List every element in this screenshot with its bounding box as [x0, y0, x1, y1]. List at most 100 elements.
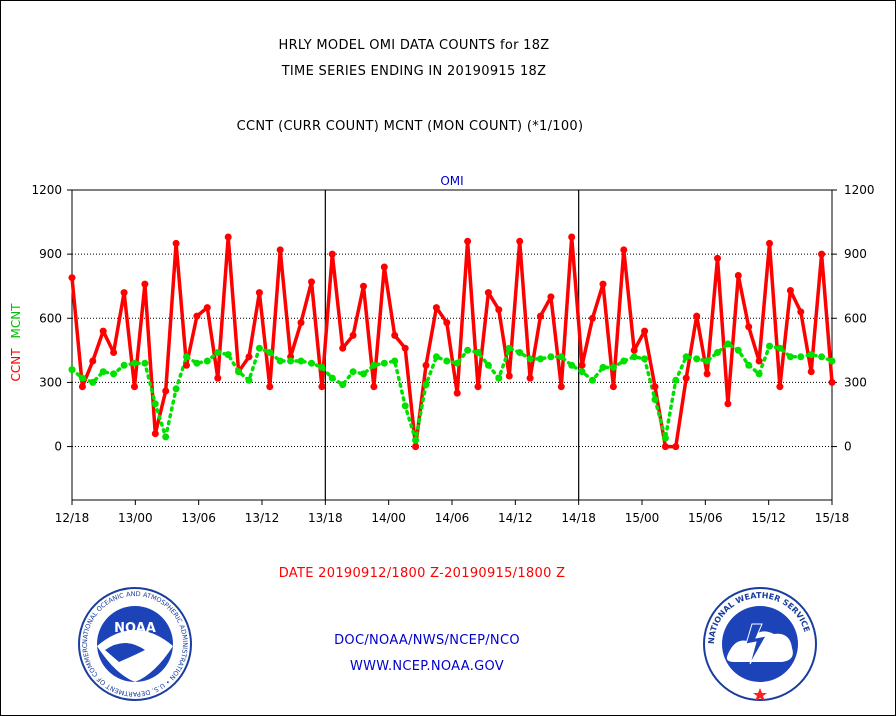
ytick-label-right: 900 [844, 247, 867, 261]
ccnt-point [557, 383, 565, 391]
mcnt-point [318, 363, 326, 371]
mcnt-point [401, 402, 409, 410]
ccnt-point [547, 293, 555, 301]
ccnt-point [734, 272, 742, 279]
ccnt-point [224, 233, 232, 241]
mcnt-point [131, 359, 138, 367]
ccnt-point [755, 357, 763, 365]
ccnt-point [766, 239, 773, 247]
mcnt-point [422, 381, 430, 389]
xtick-label: 15/00 [625, 511, 660, 525]
mcnt-point [235, 368, 243, 376]
ccnt-point [318, 383, 326, 391]
xtick-label: 15/18 [815, 511, 850, 525]
mcnt-point [734, 346, 742, 354]
ccnt-point [807, 368, 815, 376]
mcnt-point [672, 376, 680, 384]
xtick-label: 13/06 [181, 511, 216, 525]
ccnt-point [141, 280, 149, 288]
mcnt-point [68, 366, 76, 374]
panel-label: OMI [440, 174, 463, 188]
mcnt-point [328, 374, 336, 382]
mcnt-point [308, 359, 315, 367]
ccnt-point [328, 250, 336, 258]
ytick-label-right: 1200 [844, 183, 875, 197]
ccnt-point [78, 383, 86, 391]
ccnt-point [797, 308, 805, 316]
ccnt-point [786, 287, 794, 294]
ccnt-point [526, 374, 534, 382]
plot-area [71, 189, 833, 501]
ccnt-point [693, 312, 701, 320]
ccnt-point [620, 246, 628, 254]
mcnt-point [214, 349, 222, 356]
mcnt-point [724, 340, 732, 348]
mcnt-point [807, 351, 815, 359]
mcnt-point [99, 368, 107, 376]
ccnt-point [401, 344, 409, 352]
ccnt-point [297, 319, 305, 327]
ccnt-point [818, 250, 826, 258]
xtick-label: 13/12 [245, 511, 280, 525]
ccnt-point [641, 327, 649, 335]
ccnt-point [266, 383, 274, 391]
ccnt-point [151, 430, 159, 438]
ytick-label-left: 0 [54, 440, 62, 454]
mcnt-point [276, 357, 284, 365]
mcnt-point [557, 353, 565, 361]
noaa-logo-text: NOAA [114, 621, 156, 636]
mcnt-point [464, 346, 472, 354]
ccnt-point [276, 246, 284, 254]
mcnt-point [110, 370, 118, 378]
ccnt-point [537, 312, 544, 320]
xtick-label: 14/00 [371, 511, 406, 525]
ccnt-point [568, 233, 576, 241]
ccnt-point [349, 331, 357, 339]
ccnt-point [110, 349, 118, 356]
ccnt-point [828, 378, 836, 386]
mcnt-point [641, 355, 649, 363]
ytick-label-left: 300 [39, 375, 62, 389]
mcnt-point [193, 359, 201, 367]
ccnt-point [724, 400, 732, 408]
mcnt-point [287, 357, 295, 365]
mcnt-point [203, 357, 211, 365]
ccnt-point [516, 237, 524, 245]
mcnt-point [651, 396, 659, 403]
mcnt-point [547, 353, 555, 361]
footer-url[interactable]: WWW.NCEP.NOAA.GOV [349, 659, 505, 674]
ccnt-point [89, 357, 97, 365]
ccnt-point [495, 306, 503, 314]
ccnt-point [255, 289, 263, 297]
xtick-label: 13/00 [118, 511, 153, 525]
mcnt-point [432, 353, 440, 361]
nws-logo: NATIONAL WEATHER SERVICE [703, 587, 817, 701]
mcnt-point [620, 357, 628, 365]
mcnt-point [453, 359, 461, 367]
mcnt-point [589, 376, 596, 384]
mcnt-point [818, 353, 826, 361]
mcnt-point [266, 349, 274, 356]
ccnt-point [630, 346, 638, 354]
mcnt-point [693, 355, 701, 363]
footer-org: DOC/NOAA/NWS/NCEP/NCO [334, 633, 520, 648]
ytick-label-right: 600 [844, 311, 867, 325]
mcnt-point [526, 355, 534, 363]
ccnt-point [474, 383, 482, 391]
ccnt-point [391, 331, 399, 339]
ccnt-point [370, 383, 378, 391]
xtick-label: 13/18 [308, 511, 343, 525]
mcnt-point [370, 361, 378, 369]
ccnt-point [745, 323, 753, 331]
ccnt-point [360, 282, 367, 290]
mcnt-point [151, 400, 159, 408]
ccnt-point [651, 383, 659, 391]
xtick-label: 12/18 [55, 511, 90, 525]
mcnt-point [568, 361, 576, 369]
mcnt-point [412, 436, 420, 444]
mcnt-point [443, 357, 451, 365]
ccnt-point [578, 361, 586, 369]
mcnt-point [495, 374, 503, 382]
mcnt-point [661, 434, 669, 442]
ccnt-point [464, 237, 472, 245]
